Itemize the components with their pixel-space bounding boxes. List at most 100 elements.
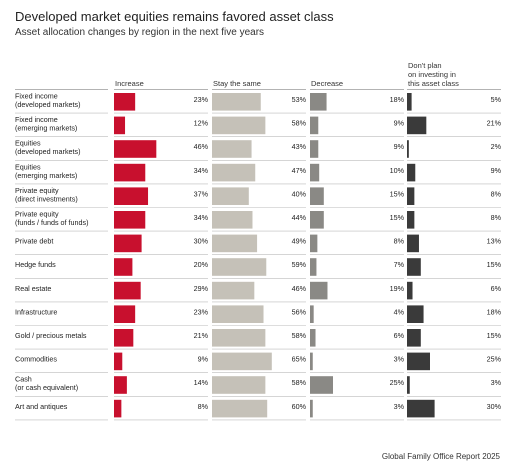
- value-label: 30%: [194, 237, 209, 246]
- bar-decrease: [310, 399, 313, 418]
- value-label: 8%: [198, 402, 209, 411]
- category-label: Equities (emerging markets): [15, 162, 77, 180]
- category-label: Real estate: [15, 284, 51, 293]
- value-label: 8%: [491, 189, 502, 198]
- value-label: 9%: [491, 166, 502, 175]
- bar-decrease: [310, 116, 319, 135]
- value-label: 40%: [292, 189, 307, 198]
- source-note: Global Family Office Report 2025: [381, 452, 500, 461]
- bar-decrease: [310, 258, 317, 276]
- value-label: 58%: [292, 331, 307, 340]
- value-label: 18%: [487, 307, 502, 316]
- bar-decrease: [310, 93, 327, 111]
- category-label: Private equity (direct investments): [15, 186, 78, 204]
- bar-increase: [114, 93, 136, 111]
- bar-stay: [212, 376, 266, 394]
- bar-no_plan: [407, 116, 427, 135]
- value-label: 9%: [394, 119, 405, 128]
- bar-stay: [212, 187, 249, 205]
- bar-no_plan: [407, 234, 419, 253]
- bar-increase: [114, 258, 133, 276]
- bar-decrease: [310, 163, 320, 182]
- bar-decrease: [310, 187, 324, 205]
- value-label: 65%: [292, 355, 307, 364]
- value-label: 37%: [194, 189, 209, 198]
- value-label: 12%: [194, 119, 209, 128]
- value-label: 58%: [292, 119, 307, 128]
- value-label: 23%: [194, 95, 209, 104]
- value-label: 18%: [390, 95, 405, 104]
- bar-decrease: [310, 140, 319, 158]
- value-label: 4%: [394, 307, 405, 316]
- bar-increase: [114, 376, 127, 394]
- value-label: 3%: [394, 355, 405, 364]
- bar-decrease: [310, 211, 324, 229]
- bar-no_plan: [407, 163, 416, 182]
- value-label: 59%: [292, 260, 307, 269]
- value-label: 5%: [491, 95, 502, 104]
- bar-stay: [212, 116, 266, 135]
- bar-no_plan: [407, 329, 421, 347]
- bar-increase: [114, 116, 126, 135]
- category-label: Cash (or cash equivalent): [15, 375, 78, 393]
- bar-no_plan: [407, 211, 415, 229]
- bar-increase: [114, 163, 146, 182]
- value-label: 34%: [194, 213, 209, 222]
- value-label: 3%: [491, 378, 502, 387]
- value-label: 21%: [487, 119, 502, 128]
- bar-stay: [212, 93, 261, 111]
- value-label: 56%: [292, 307, 307, 316]
- value-label: 14%: [194, 378, 209, 387]
- value-label: 44%: [292, 213, 307, 222]
- value-label: 9%: [198, 355, 209, 364]
- value-label: 60%: [292, 402, 307, 411]
- bar-increase: [114, 281, 141, 300]
- value-label: 46%: [194, 142, 209, 151]
- bar-increase: [114, 211, 146, 229]
- value-label: 20%: [194, 260, 209, 269]
- value-label: 13%: [487, 237, 502, 246]
- bar-increase: [114, 399, 122, 418]
- bar-decrease: [310, 281, 328, 300]
- bar-no_plan: [407, 376, 410, 394]
- value-label: 2%: [491, 142, 502, 151]
- value-label: 34%: [194, 166, 209, 175]
- bar-no_plan: [407, 140, 409, 158]
- category-label: Art and antiques: [15, 402, 68, 411]
- bar-increase: [114, 140, 157, 158]
- value-label: 15%: [390, 189, 405, 198]
- value-label: 7%: [394, 260, 405, 269]
- value-label: 25%: [390, 378, 405, 387]
- category-label: Equities (developed markets): [15, 139, 81, 157]
- bar-decrease: [310, 234, 318, 253]
- value-label: 30%: [487, 402, 502, 411]
- bar-stay: [212, 140, 252, 158]
- value-label: 47%: [292, 166, 307, 175]
- bar-increase: [114, 187, 149, 205]
- value-label: 21%: [194, 331, 209, 340]
- column-header-increase: Increase: [115, 79, 144, 88]
- bar-stay: [212, 329, 266, 347]
- value-label: 3%: [394, 402, 405, 411]
- bar-stay: [212, 352, 272, 371]
- category-label: Hedge funds: [15, 260, 56, 269]
- bar-decrease: [310, 305, 314, 323]
- bar-decrease: [310, 329, 316, 347]
- value-label: 25%: [487, 355, 502, 364]
- category-label: Gold / precious metals: [15, 331, 87, 340]
- bar-increase: [114, 329, 134, 347]
- value-label: 6%: [394, 331, 405, 340]
- bar-stay: [212, 211, 253, 229]
- value-label: 10%: [390, 166, 405, 175]
- value-label: 53%: [292, 95, 307, 104]
- bar-stay: [212, 399, 268, 418]
- category-label: Fixed income (developed markets): [15, 92, 81, 110]
- bar-no_plan: [407, 305, 424, 323]
- chart-title: Developed market equities remains favore…: [15, 9, 334, 24]
- value-label: 8%: [491, 213, 502, 222]
- value-label: 19%: [390, 284, 405, 293]
- value-label: 15%: [487, 260, 502, 269]
- bar-stay: [212, 234, 258, 253]
- bar-stay: [212, 281, 255, 300]
